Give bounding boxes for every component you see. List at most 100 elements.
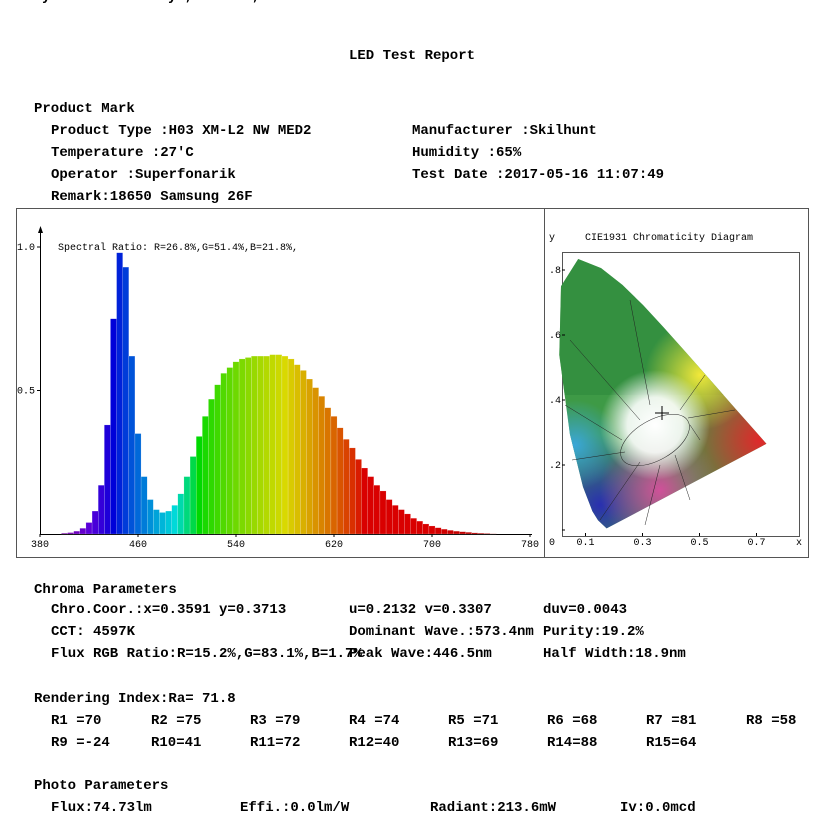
field: Flux:74.73lm bbox=[51, 800, 152, 816]
spectrum-bar bbox=[98, 485, 105, 535]
section-heading: Rendering Index:Ra= 71.8 bbox=[34, 691, 236, 707]
spectrum-bar bbox=[428, 525, 436, 535]
field: Test Date :2017-05-16 11:07:49 bbox=[412, 167, 664, 183]
spectrum-bar bbox=[110, 318, 117, 535]
field: duv=0.0043 bbox=[0, 0, 84, 5]
region-line bbox=[620, 414, 690, 466]
spectrum-bar bbox=[398, 509, 405, 535]
section-heading: Chroma Parameters bbox=[34, 582, 177, 598]
y-axis-label: y bbox=[549, 233, 555, 244]
spectrum-bar bbox=[434, 527, 442, 535]
x-tick-label: 460 bbox=[129, 540, 147, 551]
field: u=0.2132 v=0.3307 bbox=[0, 0, 143, 5]
report-title: LED Test Report bbox=[349, 48, 475, 64]
spectrum-bar bbox=[330, 416, 338, 535]
spectrum-bar bbox=[453, 530, 460, 535]
x-tick-label: 380 bbox=[31, 540, 49, 551]
gamut-white bbox=[600, 370, 710, 480]
spectrum-bar bbox=[275, 354, 283, 535]
spectrum-bar bbox=[128, 355, 136, 535]
x-axis-label: x bbox=[796, 538, 802, 549]
spectrum-bar bbox=[294, 364, 301, 535]
cie-title: CIE1931 Chromaticity Diagram bbox=[585, 232, 753, 244]
spectrum-bar bbox=[238, 358, 246, 535]
field: duv=0.0043 bbox=[543, 602, 627, 618]
cie-frame bbox=[562, 252, 800, 537]
y-tick-label: 1.0 bbox=[17, 243, 35, 254]
field: Radiant:213.6mW bbox=[430, 800, 557, 816]
field: Chro.Coor.:x=0.3591 y=0.3713 bbox=[51, 602, 286, 618]
field: Purity:19.2% bbox=[543, 624, 644, 640]
spectrum-bar bbox=[189, 456, 197, 535]
spectrum-bar bbox=[367, 476, 374, 535]
field: R12=40 bbox=[349, 735, 399, 751]
field: Product Type :H03 XM-L2 NW MED2 bbox=[51, 123, 311, 139]
y-tick-label: 0.5 bbox=[17, 387, 35, 398]
field: Flux RGB Ratio:R=15.2%,G=83.1%,B=1.7% bbox=[51, 646, 362, 662]
field: Half Width:18.9nm bbox=[0, 0, 143, 5]
field: R3 =79 bbox=[250, 713, 300, 729]
cie-point bbox=[655, 406, 669, 420]
field: CCT: 4597K bbox=[51, 624, 136, 640]
spectrum-bar bbox=[459, 531, 466, 535]
spectrum-bar bbox=[404, 513, 411, 535]
field: CCT: 4597K bbox=[0, 0, 85, 5]
spectrum-bar bbox=[226, 367, 234, 535]
spectrum-bar bbox=[251, 355, 258, 535]
field: u=0.2132 v=0.3307 bbox=[349, 602, 492, 618]
spectrum-bar bbox=[232, 361, 240, 535]
spectrum-bar bbox=[196, 436, 203, 535]
spectrum-bar bbox=[361, 467, 368, 535]
field: Remark:18650 Samsung 26F bbox=[51, 189, 253, 205]
y-tick-label: 0 bbox=[549, 538, 555, 549]
spectrum-bar bbox=[220, 373, 227, 535]
spectrum-bar bbox=[165, 510, 172, 535]
spectrum-bar bbox=[67, 532, 74, 535]
section-heading: Product Mark bbox=[34, 101, 135, 117]
x-tick-label: 700 bbox=[423, 540, 441, 551]
y-tick-label: .6 bbox=[549, 331, 561, 342]
field: Effi.:0.0lm/W bbox=[240, 800, 350, 816]
annotation: Spectral Ratio: R=26.8%,G=51.4%,B=21.8%, bbox=[58, 242, 298, 254]
spectrum-bar bbox=[385, 499, 393, 535]
spectrum-bar bbox=[312, 387, 319, 535]
spectrum-bar bbox=[483, 533, 491, 535]
field: R6 =68 bbox=[547, 713, 597, 729]
spectrum-bar bbox=[324, 407, 332, 535]
spectrum-bar bbox=[281, 355, 289, 535]
field: R4 =74 bbox=[349, 713, 399, 729]
spectrum-bar bbox=[85, 522, 93, 535]
field: Iv:0.0mcd bbox=[620, 800, 696, 816]
x-tick-label: 540 bbox=[227, 540, 245, 551]
spectrum-bar bbox=[61, 532, 68, 535]
spectrum-bar bbox=[214, 384, 221, 535]
spectrum-bar bbox=[300, 370, 307, 535]
spectrum-bar bbox=[79, 528, 87, 535]
spectrum-bar bbox=[208, 398, 215, 535]
field: Temperature :27'C bbox=[51, 145, 194, 161]
x-tick-label: 0.7 bbox=[747, 538, 765, 549]
x-tick-label: 0.1 bbox=[576, 538, 594, 549]
spectrum-bar bbox=[104, 424, 111, 535]
spectrum-bar bbox=[269, 354, 276, 535]
spectrum-bar bbox=[447, 530, 454, 535]
field: R1 =70 bbox=[51, 713, 101, 729]
spectrum-bar bbox=[171, 505, 178, 535]
field: Dominant Wave.:573.4nm bbox=[0, 0, 185, 5]
gamut-cyan bbox=[559, 400, 620, 490]
field: R15=64 bbox=[646, 735, 696, 751]
spectrum-bar bbox=[379, 490, 387, 535]
field: R10=41 bbox=[151, 735, 201, 751]
spectrum-bar bbox=[392, 505, 399, 535]
region-line bbox=[564, 299, 736, 526]
field: Dominant Wave.:573.4nm bbox=[349, 624, 534, 640]
spectrum-bar bbox=[140, 476, 148, 535]
spectrum-bar bbox=[336, 427, 344, 535]
spectrum-bar bbox=[91, 510, 99, 535]
spectrum-bar bbox=[422, 523, 430, 535]
chart-frame bbox=[16, 208, 809, 558]
y-tick-label: .8 bbox=[549, 266, 561, 277]
